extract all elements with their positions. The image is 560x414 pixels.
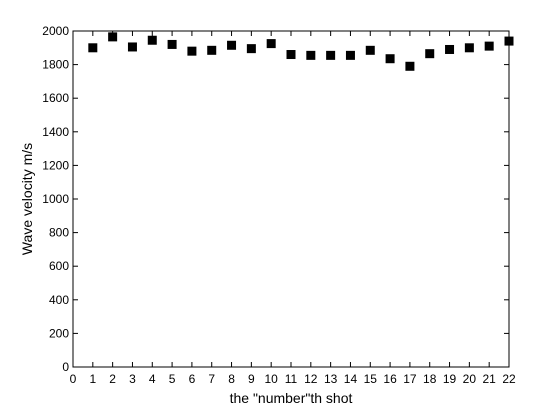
x-tick-label: 3 (129, 372, 136, 386)
ticks: 0 1 2 3 4 5 6 7 8 9 10 11 12 13 14 15 16 17 18 19 20 21 220200… (42, 24, 516, 386)
x-tick-label: 12 (304, 372, 318, 386)
data-point (445, 44, 455, 54)
data-point (147, 35, 157, 45)
data-point (286, 50, 296, 60)
y-tick-label: 0 (62, 360, 69, 374)
x-tick-label: 13 (324, 372, 338, 386)
x-tick-label: 7 (208, 372, 215, 386)
y-tick-label: 1600 (42, 91, 69, 105)
data-point (207, 45, 217, 55)
data-point (306, 50, 316, 60)
data-point (504, 36, 514, 46)
x-tick-label: 1 (89, 372, 96, 386)
x-tick-label: 18 (423, 372, 437, 386)
x-tick-label: 22 (502, 372, 516, 386)
data-point (405, 61, 415, 71)
x-tick-label: 17 (403, 372, 417, 386)
x-tick-label: 5 (169, 372, 176, 386)
x-tick-label: 9 (248, 372, 255, 386)
x-tick-label: 21 (483, 372, 497, 386)
x-tick-label: 2 (109, 372, 116, 386)
y-tick-label: 800 (49, 226, 69, 240)
x-tick-label: 19 (443, 372, 457, 386)
data-point (326, 50, 336, 60)
x-tick-label: 11 (285, 372, 298, 386)
x-tick-label: 16 (383, 372, 397, 386)
y-tick-label: 600 (49, 259, 69, 273)
data-point (227, 40, 237, 50)
x-tick-label: 0 (70, 372, 77, 386)
x-tick-label: 14 (344, 372, 358, 386)
y-tick-label: 200 (49, 326, 69, 340)
data-point (108, 32, 118, 42)
plot-area (72, 30, 510, 368)
data-point (88, 43, 98, 53)
x-tick-label: 4 (149, 372, 156, 386)
y-axis-title: Wave velocity m/s (19, 143, 35, 255)
x-tick-label: 10 (265, 372, 279, 386)
data-point (484, 41, 494, 51)
x-tick-label: 20 (463, 372, 477, 386)
data-point (246, 44, 256, 54)
data-point (187, 46, 197, 56)
x-axis-title: the "number"th shot (230, 390, 353, 406)
data-point (266, 39, 276, 49)
data-points (88, 32, 514, 71)
y-tick-label: 1400 (42, 125, 69, 139)
y-tick-label: 1800 (42, 58, 69, 72)
data-point (385, 54, 395, 64)
data-point (345, 50, 355, 60)
data-point (167, 39, 177, 49)
x-tick-label: 8 (228, 372, 235, 386)
data-point (464, 43, 474, 53)
data-point (127, 42, 137, 52)
y-tick-label: 2000 (42, 24, 69, 38)
y-tick-label: 1000 (42, 192, 69, 206)
x-tick-label: 15 (364, 372, 378, 386)
y-tick-label: 1200 (42, 158, 69, 172)
data-point (425, 49, 435, 59)
y-tick-label: 400 (49, 293, 69, 307)
data-point (365, 45, 375, 55)
x-tick-label: 6 (189, 372, 196, 386)
